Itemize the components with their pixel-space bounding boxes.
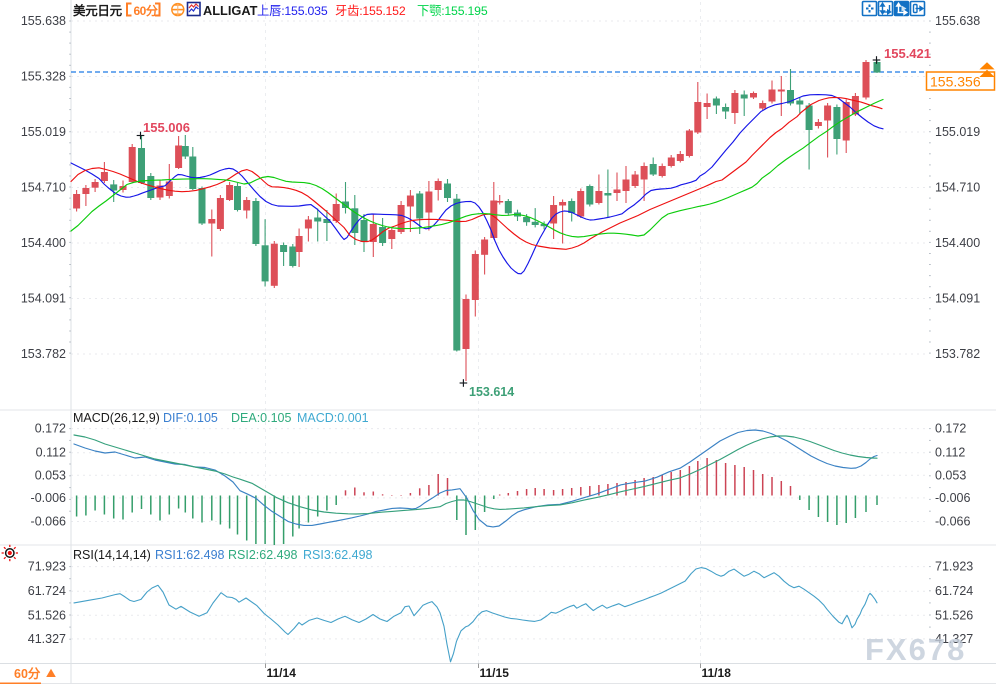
svg-text:51.526: 51.526 bbox=[935, 608, 973, 622]
svg-text:0.053: 0.053 bbox=[935, 468, 966, 482]
svg-text:155.328: 155.328 bbox=[21, 70, 66, 84]
svg-text:0.172: 0.172 bbox=[35, 422, 66, 436]
svg-text:155.019: 155.019 bbox=[21, 125, 66, 139]
svg-text:51.526: 51.526 bbox=[28, 608, 66, 622]
svg-text:154.091: 154.091 bbox=[935, 292, 980, 306]
svg-text:DEA:0.105: DEA:0.105 bbox=[231, 411, 292, 425]
svg-text:154.400: 154.400 bbox=[935, 236, 980, 250]
svg-text:RSI1:62.498: RSI1:62.498 bbox=[155, 548, 225, 562]
svg-text:11/15: 11/15 bbox=[480, 666, 510, 680]
svg-text:MACD(26,12,9): MACD(26,12,9) bbox=[73, 411, 160, 425]
svg-text:60分: 60分 bbox=[14, 666, 41, 681]
svg-text:-0.006: -0.006 bbox=[935, 491, 970, 505]
svg-text:155.356: 155.356 bbox=[930, 74, 981, 90]
svg-text:0.112: 0.112 bbox=[36, 446, 66, 460]
svg-text:153.614: 153.614 bbox=[469, 385, 514, 399]
svg-text:11/14: 11/14 bbox=[267, 666, 297, 680]
svg-text:41.327: 41.327 bbox=[28, 632, 66, 646]
svg-text:155.019: 155.019 bbox=[935, 125, 980, 139]
svg-text:154.091: 154.091 bbox=[21, 292, 66, 306]
svg-text:155.638: 155.638 bbox=[935, 14, 980, 28]
svg-text:71.923: 71.923 bbox=[935, 560, 973, 574]
svg-text:0.172: 0.172 bbox=[935, 422, 966, 436]
svg-text:154.710: 154.710 bbox=[935, 181, 980, 195]
svg-text:155.006: 155.006 bbox=[143, 120, 190, 135]
svg-text:-0.066: -0.066 bbox=[31, 515, 66, 529]
svg-text:-0.006: -0.006 bbox=[31, 491, 66, 505]
svg-text:下颚:155.195: 下颚:155.195 bbox=[417, 4, 488, 18]
svg-text:153.782: 153.782 bbox=[21, 347, 66, 361]
svg-text:71.923: 71.923 bbox=[28, 560, 66, 574]
svg-text:11/18: 11/18 bbox=[702, 666, 732, 680]
svg-text:上唇:155.035: 上唇:155.035 bbox=[257, 4, 328, 18]
svg-text:-0.066: -0.066 bbox=[935, 515, 970, 529]
svg-text:RSI2:62.498: RSI2:62.498 bbox=[228, 548, 298, 562]
svg-text:美元日元: 美元日元 bbox=[73, 3, 123, 18]
svg-text:61.724: 61.724 bbox=[935, 584, 973, 598]
svg-text:60分: 60分 bbox=[134, 3, 158, 18]
svg-text:61.724: 61.724 bbox=[28, 584, 66, 598]
svg-text:牙齿:155.152: 牙齿:155.152 bbox=[335, 4, 406, 18]
svg-text:155.638: 155.638 bbox=[21, 14, 66, 28]
svg-text:MACD:0.001: MACD:0.001 bbox=[297, 411, 369, 425]
svg-text:41.327: 41.327 bbox=[935, 632, 973, 646]
svg-text:155.421: 155.421 bbox=[884, 46, 931, 61]
svg-text:FX678: FX678 bbox=[865, 632, 966, 667]
svg-text:154.710: 154.710 bbox=[21, 181, 66, 195]
svg-text:RSI(14,14,14): RSI(14,14,14) bbox=[73, 548, 151, 562]
svg-text:153.782: 153.782 bbox=[935, 347, 980, 361]
svg-text:0.053: 0.053 bbox=[35, 468, 66, 482]
svg-text:RSI3:62.498: RSI3:62.498 bbox=[303, 548, 373, 562]
svg-text:154.400: 154.400 bbox=[21, 236, 66, 250]
svg-text:ALLIGAT: ALLIGAT bbox=[203, 3, 258, 18]
svg-text:DIF:0.105: DIF:0.105 bbox=[163, 411, 218, 425]
svg-text:0.112: 0.112 bbox=[935, 446, 965, 460]
